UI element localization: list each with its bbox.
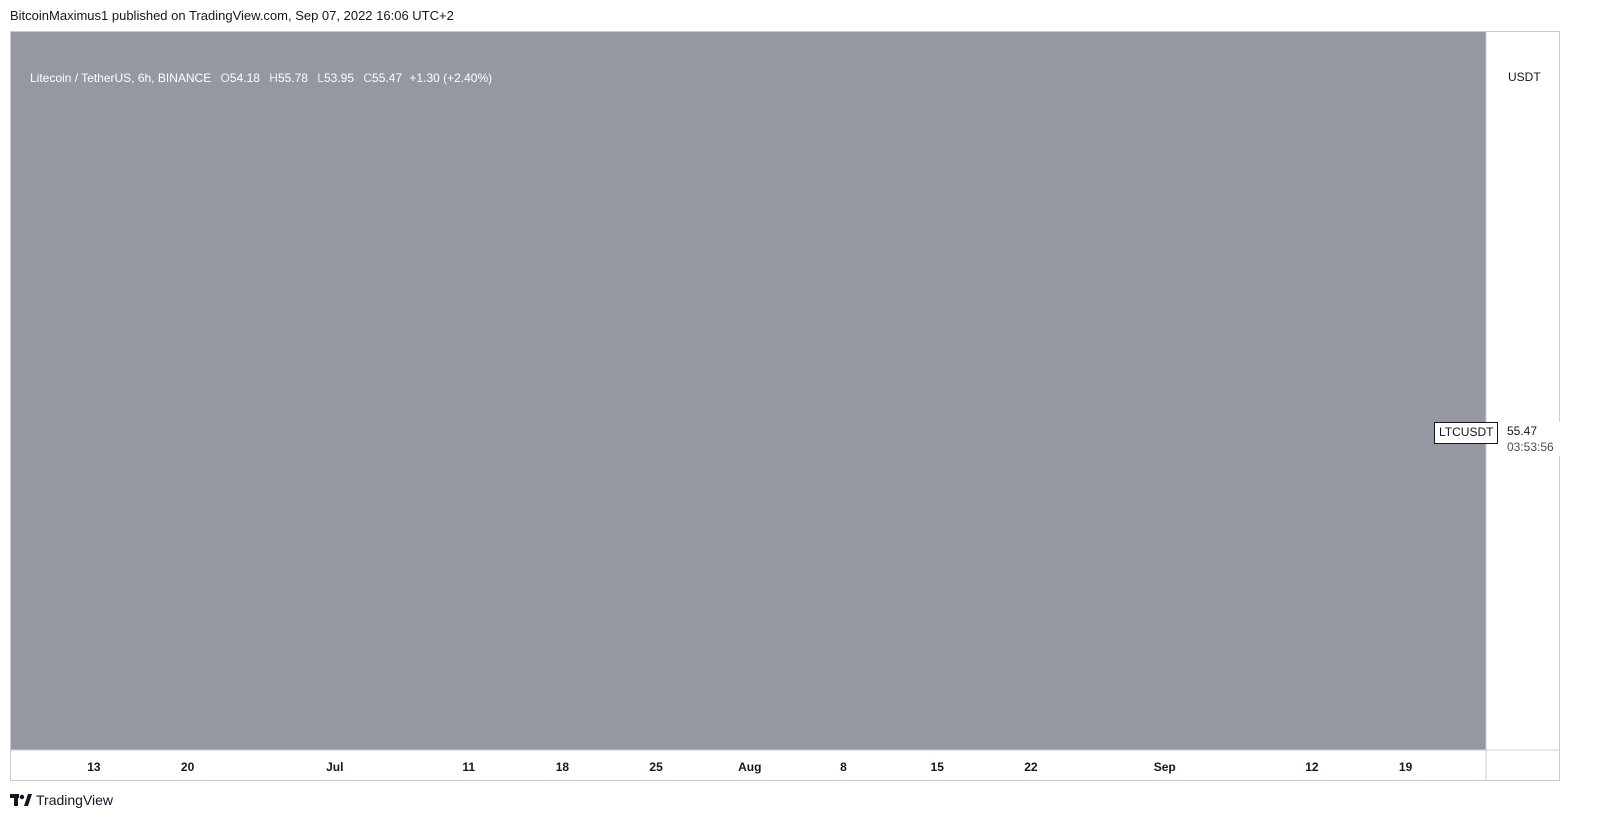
tradingview-logo-icon (10, 794, 32, 806)
time-tick-label: 13 (87, 760, 101, 774)
footer-brand-text: TradingView (36, 792, 114, 808)
time-tick-label: 8 (840, 760, 847, 774)
time-tick-label: 18 (556, 760, 570, 774)
symbol-name: Litecoin / TetherUS, 6h, BINANCE (30, 71, 212, 85)
publish-info: BitcoinMaximus1 published on TradingView… (10, 8, 454, 23)
currency-label: USDT (1508, 70, 1541, 84)
symbol-price-tag[interactable]: LTCUSDT (1434, 422, 1499, 444)
time-tick-label: 15 (931, 760, 945, 774)
high-value: 55.78 (277, 71, 308, 85)
last-price-marker: 55.47 03:53:56 (1504, 422, 1562, 456)
low-label: L (317, 71, 324, 85)
time-tick-label: 11 (462, 760, 475, 774)
open-value: 54.18 (229, 71, 260, 85)
time-tick-label: 25 (649, 760, 663, 774)
close-value: 55.47 (372, 71, 403, 85)
time-tick-label: Aug (738, 760, 761, 774)
time-tick-label: Sep (1154, 760, 1176, 774)
open-label: O (220, 71, 230, 85)
footer-brand[interactable]: TradingView (10, 792, 113, 808)
time-axis: 13 20 Jul 11 18 25 Aug 8 15 22 Sep 12 19 (87, 760, 1412, 774)
time-tick-label: 20 (181, 760, 195, 774)
bar-countdown: 03:53:56 (1507, 440, 1554, 454)
symbol-legend[interactable]: Litecoin / TetherUS, 6h, BINANCE O54.18 … (30, 71, 492, 85)
chart-canvas[interactable]: ABCABC 77.5073.5069.5065.5061.5057.5053.… (11, 32, 1559, 780)
last-price-value: 55.47 (1507, 424, 1538, 438)
close-label: C (363, 71, 373, 85)
plot-background (11, 32, 1486, 750)
change-value: +1.30 (+2.40%) (409, 71, 493, 85)
high-label: H (269, 71, 278, 85)
chart-panel[interactable]: ABCABC 77.5073.5069.5065.5061.5057.5053.… (10, 31, 1562, 781)
time-tick-label: 19 (1399, 760, 1413, 774)
time-tick-label: Jul (326, 760, 343, 774)
time-tick-label: 12 (1305, 760, 1319, 774)
low-value: 53.95 (324, 71, 355, 85)
time-tick-label: 22 (1024, 760, 1038, 774)
